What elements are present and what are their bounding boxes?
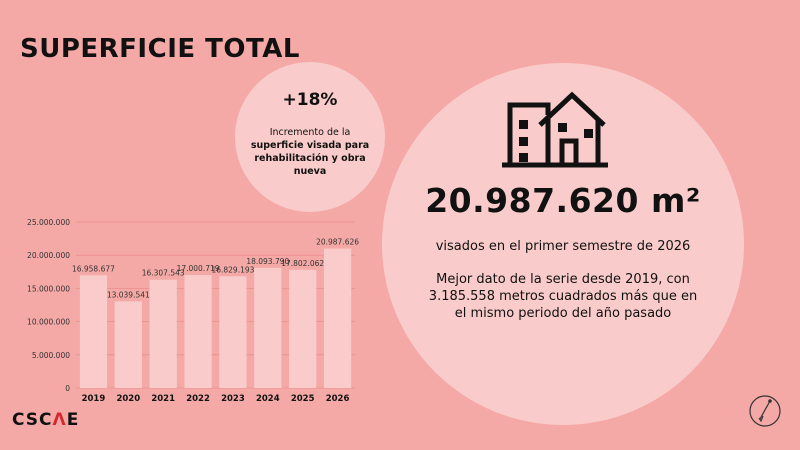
- x-tick-label: 2019: [82, 394, 106, 404]
- bar: [79, 275, 108, 388]
- data-label: 16.829.193: [211, 265, 254, 274]
- x-tick-label: 2022: [186, 394, 210, 404]
- data-label: 18.093.790: [246, 257, 289, 266]
- highlight-percentage: +18%: [282, 90, 338, 110]
- y-tick-label: 5.000.000: [32, 351, 70, 360]
- bar: [184, 275, 212, 388]
- total-surface-caption: visados en el primer semestre de 2026: [435, 239, 691, 254]
- y-tick-label: 25.000.000: [27, 218, 70, 227]
- total-surface-value: 20.987.620 m²: [425, 181, 701, 220]
- page-title: SUPERFICIE TOTAL: [20, 34, 300, 64]
- y-tick-label: 0: [65, 384, 70, 393]
- compass-icon: [749, 395, 781, 427]
- data-label: 17.000.719: [177, 264, 220, 273]
- data-label: 16.958.677: [72, 264, 115, 273]
- logo-text-prefix: CSC: [12, 410, 53, 430]
- total-surface-note: Mejor dato de la serie desde 2019, con 3…: [428, 272, 698, 321]
- bar: [114, 301, 142, 388]
- highlight-desc-line1: Incremento de la: [269, 127, 351, 138]
- highlight-circle: +18% Incremento de la superficie visada …: [235, 62, 385, 212]
- y-tick-label: 20.000.000: [27, 251, 70, 260]
- data-label: 17.802.062: [281, 259, 324, 268]
- bar: [149, 279, 177, 388]
- bar: [254, 267, 282, 388]
- x-tick-label: 2021: [151, 394, 175, 404]
- bar-chart: 0 5.000.000 10.000.000 15.000.000 20.000.000…: [27, 218, 359, 404]
- bar: [219, 276, 247, 388]
- main-stat-circle: 20.987.620 m² visados en el primer semes…: [382, 63, 744, 425]
- logo-text-suffix: E: [66, 410, 80, 430]
- bar: [323, 248, 352, 388]
- y-tick-label: 15.000.000: [27, 284, 70, 293]
- highlight-desc-bold: superficie visada para rehabilitación y …: [250, 140, 370, 177]
- house-icon: [502, 91, 608, 168]
- data-label: 20.987.626: [316, 238, 359, 247]
- data-label: 13.039.541: [107, 290, 150, 299]
- bar: [289, 269, 317, 388]
- x-tick-label: 2020: [116, 394, 140, 404]
- highlight-description: Incremento de la superficie visada para …: [247, 126, 373, 178]
- y-tick-label: 10.000.000: [27, 318, 70, 327]
- logo-text-accent: Λ: [52, 410, 67, 430]
- x-tick-label: 2026: [326, 394, 350, 404]
- x-tick-label: 2023: [221, 394, 245, 404]
- x-tick-label: 2024: [256, 394, 280, 404]
- x-tick-label: 2025: [291, 394, 315, 404]
- data-label: 16.307.543: [142, 269, 185, 278]
- cscae-logo: CSCΛE: [12, 410, 79, 430]
